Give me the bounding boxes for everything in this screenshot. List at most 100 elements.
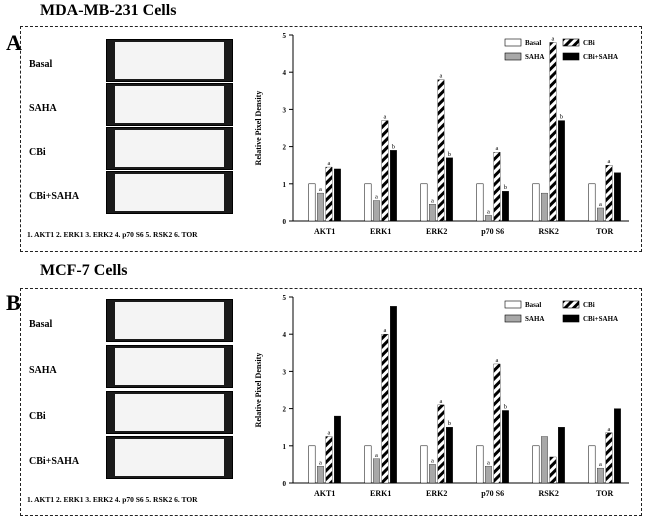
panel-a-frame: Basal SAHA CBi CBi+SAHA 1. AKT1 2. ERK1 … — [20, 26, 642, 252]
y-axis-label: Relative Pixel Density — [254, 91, 263, 166]
legend-swatch-cbi-saha — [562, 52, 580, 61]
blot-basal — [106, 39, 233, 82]
y-tick-label: 2 — [283, 144, 287, 152]
panel-b-title: MCF-7 Cells — [40, 262, 128, 279]
blot-cbi-saha — [106, 436, 233, 479]
blot-saha — [106, 345, 233, 388]
protein-legend: 1. AKT1 2. ERK1 3. ERK2 4. p70 S6 5. RSK… — [27, 230, 198, 239]
significance-label: b — [504, 403, 507, 410]
bar-saha — [429, 204, 436, 222]
bar-saha — [373, 458, 380, 484]
significance-label: a — [607, 426, 610, 433]
bar-basal — [588, 445, 596, 484]
significance-label: a — [431, 197, 434, 204]
bar-cbi — [493, 363, 501, 484]
legend-swatch-basal — [504, 300, 522, 309]
bar-basal — [532, 183, 540, 222]
panel-b-letter: B — [6, 290, 21, 315]
significance-label: a — [607, 158, 610, 165]
significance-label: a — [599, 201, 602, 208]
y-tick-label: 0 — [283, 480, 287, 488]
x-tick-label: ERK1 — [370, 489, 391, 498]
bar-cbi — [549, 42, 557, 222]
bar-basal — [308, 183, 316, 222]
significance-label: b — [448, 151, 451, 158]
x-tick-label: p70 S6 — [481, 227, 504, 236]
bar-chart-b: Relative Pixel Density 0 1 2 3 4 5 AKT1 ERK1 ERK2… — [254, 294, 629, 498]
y-tick-label: 3 — [283, 106, 287, 114]
significance-label: a — [327, 430, 330, 437]
x-tick-label: ERK1 — [370, 227, 391, 236]
bar-saha — [317, 466, 324, 484]
legend-swatch-basal — [504, 38, 522, 47]
panel-a-title: MDA-MB-231 Cells — [40, 2, 177, 19]
significance-label: a — [383, 327, 386, 334]
x-tick-label: TOR — [596, 489, 613, 498]
significance-label: a — [383, 114, 386, 121]
row-label-cbi: CBi — [29, 411, 46, 422]
bar-saha — [485, 215, 492, 222]
row-label-saha: SAHA — [29, 365, 57, 376]
significance-label: a — [439, 73, 442, 80]
row-label-basal: Basal — [29, 59, 53, 70]
x-tick-label: p70 S6 — [481, 489, 504, 498]
legend-label-cbi-saha: CBi+SAHA — [583, 53, 618, 61]
bar-saha — [317, 192, 324, 222]
bar-cbi-saha — [558, 120, 565, 222]
row-label-cbi-saha: CBi+SAHA — [29, 191, 80, 202]
legend-label-cbi-saha: CBi+SAHA — [583, 315, 618, 323]
bar-basal — [588, 183, 596, 222]
bar-cbi — [325, 436, 333, 484]
x-tick-label: AKT1 — [314, 227, 335, 236]
x-tick-label: ERK2 — [426, 489, 447, 498]
panel-b-frame: Basal SAHA CBi CBi+SAHA 1. AKT1 2. ERK1 … — [20, 288, 642, 516]
bar-saha — [373, 200, 380, 222]
bar-cbi — [493, 152, 501, 222]
bar-cbi-saha — [446, 427, 453, 484]
row-label-cbi-saha: CBi+SAHA — [29, 456, 80, 467]
bar-cbi — [381, 334, 389, 484]
y-axis-label: Relative Pixel Density — [254, 353, 263, 428]
bar-cbi — [325, 166, 333, 222]
y-tick-label: 2 — [283, 406, 287, 414]
y-tick-label: 4 — [283, 69, 287, 77]
significance-label: a — [327, 160, 330, 167]
bar-cbi-saha — [558, 427, 565, 484]
y-tick-label: 5 — [283, 294, 287, 302]
bar-cbi — [549, 456, 557, 484]
significance-label: a — [319, 459, 322, 466]
bar-cbi-saha — [446, 157, 453, 222]
significance-label: a — [431, 457, 434, 464]
y-tick-label: 1 — [283, 181, 287, 189]
bar-basal — [420, 183, 428, 222]
bar-saha — [429, 464, 436, 484]
bar-cbi-saha — [502, 410, 509, 484]
bar-saha — [541, 192, 548, 222]
y-tick-label: 0 — [283, 218, 287, 226]
row-label-cbi: CBi — [29, 147, 46, 158]
bar-cbi-saha — [614, 408, 621, 484]
y-tick-label: 4 — [283, 331, 287, 339]
bar-saha — [541, 436, 548, 484]
legend-swatch-cbi — [562, 38, 580, 47]
legend-swatch-saha — [504, 52, 522, 61]
significance-label: b — [504, 184, 507, 191]
bar-saha — [597, 207, 604, 222]
blot-cbi — [106, 127, 233, 170]
x-tick-label: AKT1 — [314, 489, 335, 498]
bar-cbi — [381, 120, 389, 222]
bar-basal — [476, 445, 484, 484]
bar-cbi — [437, 79, 445, 222]
blot-basal — [106, 299, 233, 342]
bar-basal — [420, 445, 428, 484]
legend-label-saha: SAHA — [525, 315, 544, 323]
significance-label: a — [375, 452, 378, 459]
significance-label: a — [375, 194, 378, 201]
blot-cbi — [106, 391, 233, 434]
y-tick-label: 3 — [283, 368, 287, 376]
legend-swatch-saha — [504, 314, 522, 323]
legend-label-cbi: CBi — [583, 301, 595, 309]
bar-cbi-saha — [390, 306, 397, 484]
bar-cbi — [605, 432, 613, 484]
panel-a-letter: A — [6, 30, 22, 55]
